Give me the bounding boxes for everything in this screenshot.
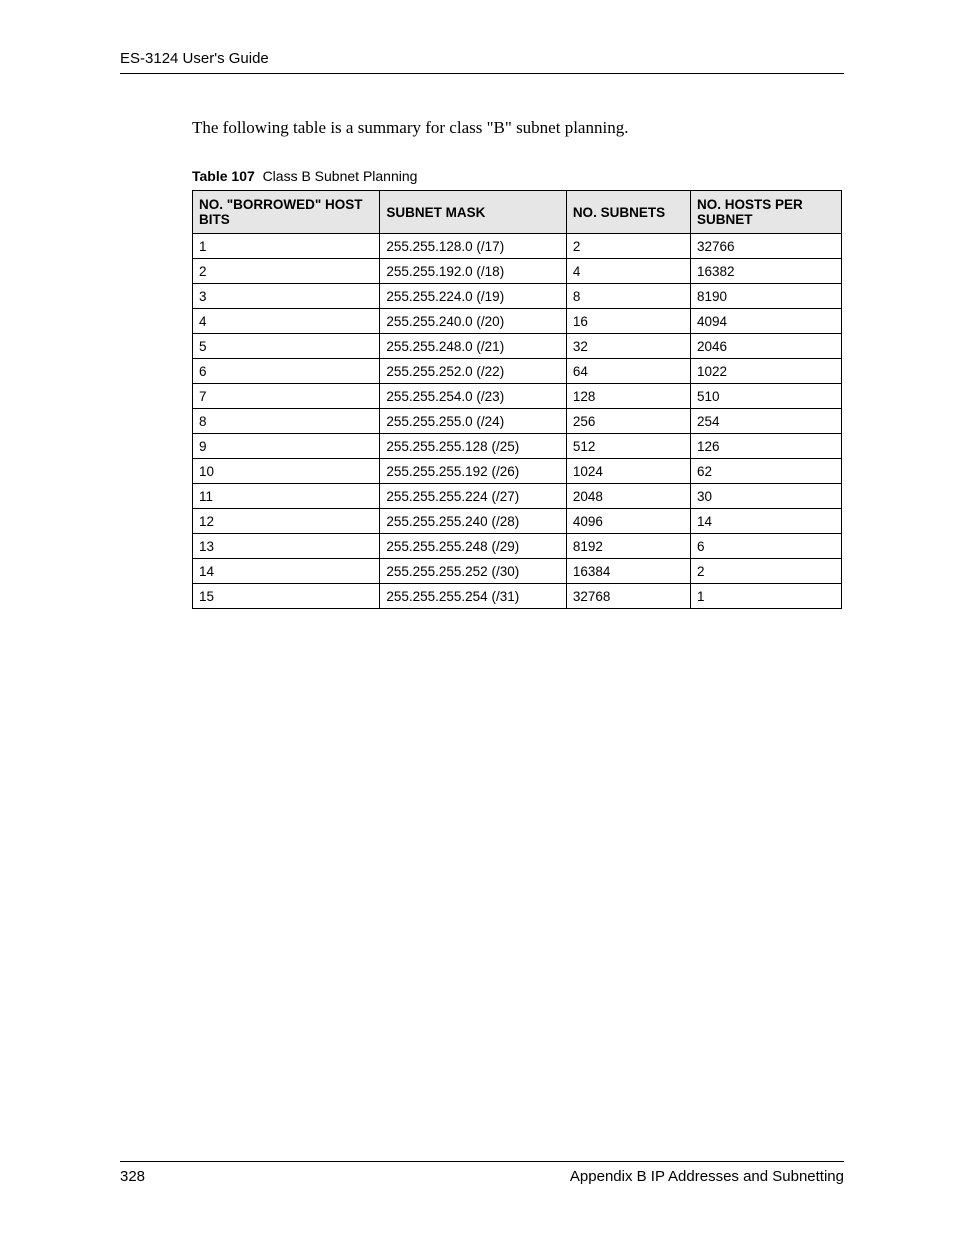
table-row: 2 255.255.192.0 (/18) 4 16382 — [193, 259, 842, 284]
page-header: ES-3124 User's Guide — [120, 50, 844, 74]
table-row: 10 255.255.255.192 (/26) 1024 62 — [193, 459, 842, 484]
cell-hosts: 14 — [691, 509, 842, 534]
table-row: 4 255.255.240.0 (/20) 16 4094 — [193, 309, 842, 334]
cell-hosts: 254 — [691, 409, 842, 434]
col-header-mask: SUBNET MASK — [380, 191, 566, 234]
cell-subs: 8192 — [566, 534, 690, 559]
cell-subs: 1024 — [566, 459, 690, 484]
table-row: 7 255.255.254.0 (/23) 128 510 — [193, 384, 842, 409]
cell-hosts: 2 — [691, 559, 842, 584]
cell-subs: 512 — [566, 434, 690, 459]
cell-mask: 255.255.224.0 (/19) — [380, 284, 566, 309]
cell-subs: 4 — [566, 259, 690, 284]
col-header-subnets: NO. SUBNETS — [566, 191, 690, 234]
cell-subs: 128 — [566, 384, 690, 409]
cell-bits: 10 — [193, 459, 380, 484]
cell-subs: 2048 — [566, 484, 690, 509]
cell-hosts: 32766 — [691, 234, 842, 259]
cell-mask: 255.255.255.252 (/30) — [380, 559, 566, 584]
col-header-hosts: NO. HOSTS PER SUBNET — [691, 191, 842, 234]
cell-bits: 6 — [193, 359, 380, 384]
cell-bits: 14 — [193, 559, 380, 584]
cell-mask: 255.255.255.192 (/26) — [380, 459, 566, 484]
cell-bits: 2 — [193, 259, 380, 284]
cell-hosts: 62 — [691, 459, 842, 484]
cell-mask: 255.255.255.128 (/25) — [380, 434, 566, 459]
page-number: 328 — [120, 1168, 145, 1185]
cell-bits: 11 — [193, 484, 380, 509]
table-row: 1 255.255.128.0 (/17) 2 32766 — [193, 234, 842, 259]
cell-bits: 1 — [193, 234, 380, 259]
cell-mask: 255.255.255.240 (/28) — [380, 509, 566, 534]
cell-hosts: 126 — [691, 434, 842, 459]
cell-bits: 5 — [193, 334, 380, 359]
cell-subs: 32 — [566, 334, 690, 359]
subnet-planning-table: NO. "BORROWED" HOST BITS SUBNET MASK NO.… — [192, 190, 842, 609]
table-row: 13 255.255.255.248 (/29) 8192 6 — [193, 534, 842, 559]
table-caption-label: Table 107 — [192, 168, 255, 184]
page-footer: 328 Appendix B IP Addresses and Subnetti… — [120, 1161, 844, 1185]
cell-mask: 255.255.252.0 (/22) — [380, 359, 566, 384]
table-row: 11 255.255.255.224 (/27) 2048 30 — [193, 484, 842, 509]
cell-mask: 255.255.255.0 (/24) — [380, 409, 566, 434]
cell-mask: 255.255.128.0 (/17) — [380, 234, 566, 259]
table-row: 14 255.255.255.252 (/30) 16384 2 — [193, 559, 842, 584]
cell-subs: 4096 — [566, 509, 690, 534]
cell-bits: 13 — [193, 534, 380, 559]
footer-section: Appendix B IP Addresses and Subnetting — [570, 1168, 844, 1185]
table-row: 12 255.255.255.240 (/28) 4096 14 — [193, 509, 842, 534]
cell-hosts: 1 — [691, 584, 842, 609]
cell-bits: 7 — [193, 384, 380, 409]
cell-bits: 4 — [193, 309, 380, 334]
cell-hosts: 30 — [691, 484, 842, 509]
cell-mask: 255.255.248.0 (/21) — [380, 334, 566, 359]
table-caption-text: Class B Subnet Planning — [263, 168, 418, 184]
cell-mask: 255.255.255.224 (/27) — [380, 484, 566, 509]
cell-hosts: 4094 — [691, 309, 842, 334]
table-header-row: NO. "BORROWED" HOST BITS SUBNET MASK NO.… — [193, 191, 842, 234]
cell-hosts: 1022 — [691, 359, 842, 384]
table-row: 5 255.255.248.0 (/21) 32 2046 — [193, 334, 842, 359]
cell-mask: 255.255.240.0 (/20) — [380, 309, 566, 334]
cell-subs: 16 — [566, 309, 690, 334]
table-row: 9 255.255.255.128 (/25) 512 126 — [193, 434, 842, 459]
table-caption: Table 107 Class B Subnet Planning — [192, 168, 844, 184]
cell-hosts: 2046 — [691, 334, 842, 359]
cell-hosts: 510 — [691, 384, 842, 409]
cell-hosts: 8190 — [691, 284, 842, 309]
cell-bits: 15 — [193, 584, 380, 609]
table-row: 6 255.255.252.0 (/22) 64 1022 — [193, 359, 842, 384]
cell-subs: 64 — [566, 359, 690, 384]
cell-subs: 2 — [566, 234, 690, 259]
table-row: 3 255.255.224.0 (/19) 8 8190 — [193, 284, 842, 309]
cell-hosts: 6 — [691, 534, 842, 559]
cell-mask: 255.255.255.254 (/31) — [380, 584, 566, 609]
cell-subs: 32768 — [566, 584, 690, 609]
table-row: 15 255.255.255.254 (/31) 32768 1 — [193, 584, 842, 609]
cell-subs: 256 — [566, 409, 690, 434]
intro-paragraph: The following table is a summary for cla… — [192, 118, 844, 138]
cell-bits: 3 — [193, 284, 380, 309]
col-header-bits: NO. "BORROWED" HOST BITS — [193, 191, 380, 234]
cell-mask: 255.255.255.248 (/29) — [380, 534, 566, 559]
cell-mask: 255.255.192.0 (/18) — [380, 259, 566, 284]
cell-bits: 8 — [193, 409, 380, 434]
cell-subs: 8 — [566, 284, 690, 309]
cell-bits: 9 — [193, 434, 380, 459]
cell-subs: 16384 — [566, 559, 690, 584]
cell-mask: 255.255.254.0 (/23) — [380, 384, 566, 409]
table-row: 8 255.255.255.0 (/24) 256 254 — [193, 409, 842, 434]
cell-hosts: 16382 — [691, 259, 842, 284]
cell-bits: 12 — [193, 509, 380, 534]
